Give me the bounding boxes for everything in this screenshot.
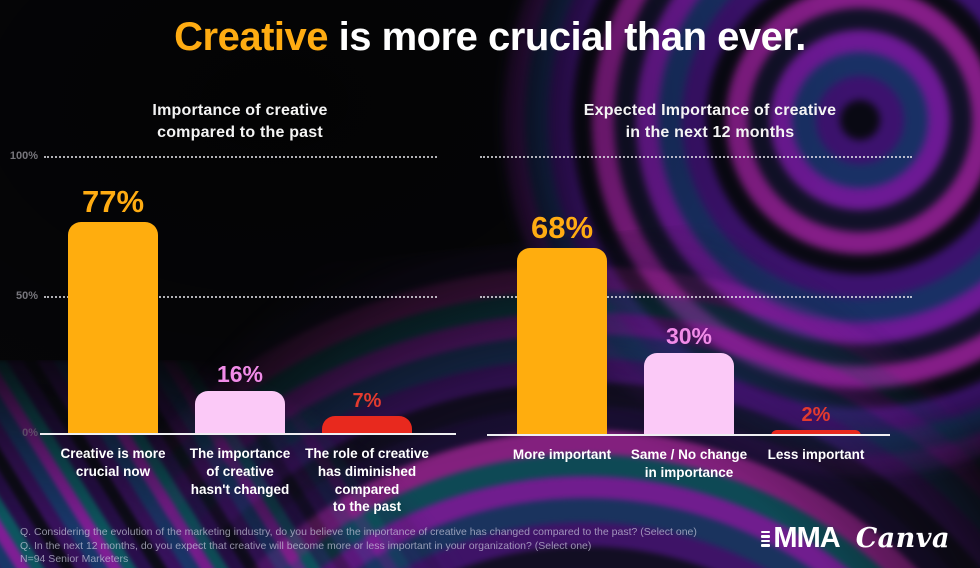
bar-category-label: The role of creative has diminished comp… bbox=[305, 446, 429, 515]
bar bbox=[68, 222, 158, 435]
logo-row: MMA Canva bbox=[761, 524, 950, 553]
bar-value-label: 2% bbox=[801, 404, 831, 426]
bar-group: 68% More important bbox=[513, 210, 611, 462]
bar-group: 30% Same / No change in importance bbox=[631, 323, 747, 480]
mma-logo: MMA bbox=[761, 522, 841, 554]
bar bbox=[644, 353, 734, 436]
page-title: Creative is more crucial than ever. bbox=[0, 14, 980, 60]
chart-left-plot: 77% Creative is more crucial now 16% The im… bbox=[40, 158, 455, 514]
bar-group: 7% The role of creative has diminished co… bbox=[305, 390, 429, 514]
gridline-100-right bbox=[480, 156, 912, 158]
canva-logo-text: Canva bbox=[855, 523, 950, 554]
bar-value-label: 16% bbox=[216, 361, 264, 387]
chart-title-left: Importance of creative compared to the p… bbox=[152, 102, 328, 141]
footnote-sample-size: N=94 Senior Marketers bbox=[20, 553, 129, 565]
footnotes: Q. Considering the evolution of the mark… bbox=[20, 526, 697, 567]
bar-value-label: 77% bbox=[81, 184, 145, 219]
page-title-rest: is more crucial than ever. bbox=[328, 15, 807, 59]
bar-category-label: Less important bbox=[767, 447, 865, 462]
bar-group: 2% Less important bbox=[768, 404, 865, 462]
bar-value-label: 30% bbox=[665, 323, 713, 349]
page-title-highlight: Creative bbox=[174, 15, 328, 59]
bar bbox=[195, 391, 285, 435]
bar-value-label: 7% bbox=[352, 390, 382, 412]
chart-title-right: Expected Importance of creative in the n… bbox=[583, 102, 837, 141]
mma-stripes-icon bbox=[761, 530, 771, 547]
y-tick-0: 0% bbox=[22, 427, 38, 439]
bar-group: 77% Creative is more crucial now bbox=[60, 184, 165, 479]
chart-right-plot: 68% More important 30% Same / No change in … bbox=[487, 159, 890, 480]
footnote-question-1: Q. Considering the evolution of the mark… bbox=[20, 526, 697, 538]
baseline-right bbox=[487, 434, 890, 436]
bar-group: 16% The importance of creative hasn't cha… bbox=[190, 361, 291, 497]
y-tick-50: 50% bbox=[15, 290, 38, 302]
baseline-left bbox=[40, 433, 456, 435]
bar bbox=[517, 248, 607, 436]
mma-logo-text: MMA bbox=[773, 522, 840, 554]
bar-value-label: 68% bbox=[530, 210, 594, 245]
footnote-question-2: Q. In the next 12 months, do you expect … bbox=[20, 539, 592, 552]
y-tick-100: 100% bbox=[9, 150, 38, 162]
